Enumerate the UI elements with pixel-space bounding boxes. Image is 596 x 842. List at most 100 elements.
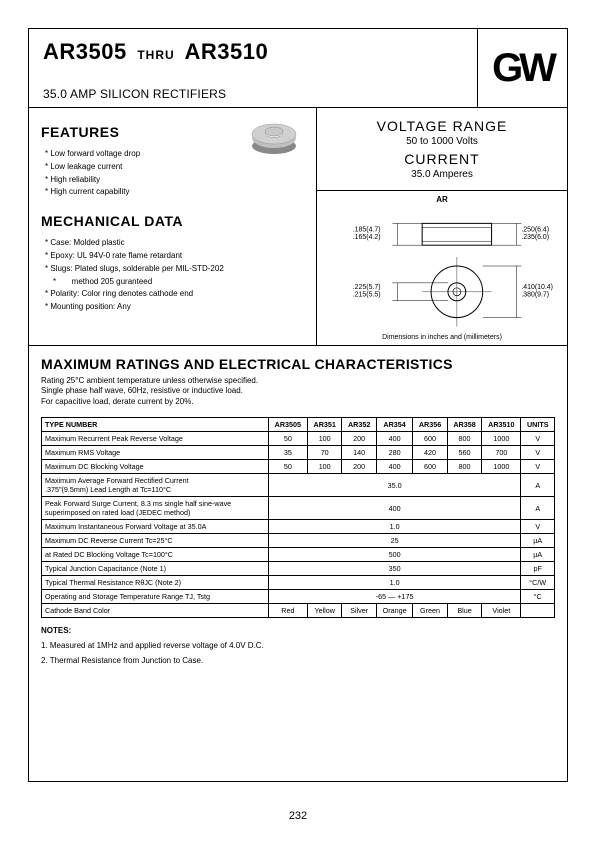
row-val: 35 xyxy=(268,446,307,460)
row-unit: V xyxy=(521,432,555,446)
note-item: 2. Thermal Resistance from Junction to C… xyxy=(41,656,555,665)
current-title: CURRENT xyxy=(325,151,559,167)
mech-item: Case: Molded plastic xyxy=(45,237,304,250)
row-val: 400 xyxy=(376,460,412,474)
logo-box: GW xyxy=(477,29,567,107)
ratings-note-2: Single phase half wave, 60Hz, resistive … xyxy=(41,386,243,395)
row-val: 400 xyxy=(376,432,412,446)
row-label: Maximum Recurrent Peak Reverse Voltage xyxy=(42,432,269,446)
row-unit: A xyxy=(521,497,555,520)
page-frame: AR3505 THRU AR3510 35.0 AMP SILICON RECT… xyxy=(28,28,568,782)
row-val: 350 xyxy=(268,562,521,576)
header-left: AR3505 THRU AR3510 35.0 AMP SILICON RECT… xyxy=(29,29,477,107)
row-val: 560 xyxy=(447,446,481,460)
notes-header: NOTES: xyxy=(41,626,71,635)
row-val: 600 xyxy=(413,432,447,446)
mechanical-diagram: AR .185(4.7) .165(4.2) .250(6.4) .235(6.… xyxy=(317,190,567,345)
page-title: AR3505 THRU AR3510 xyxy=(43,39,463,65)
note-item: 1. Measured at 1MHz and applied reverse … xyxy=(41,641,555,650)
ratings-section: MAXIMUM RATINGS AND ELECTRICAL CHARACTER… xyxy=(29,346,567,675)
row-val: 50 xyxy=(268,460,307,474)
ratings-note-3: For capacitive load, derate current by 2… xyxy=(41,397,194,406)
vr-title: VOLTAGE RANGE xyxy=(325,118,559,134)
feature-item: High reliability xyxy=(45,174,304,187)
row-label: Typical Junction Capacitance (Note 1) xyxy=(42,562,269,576)
mech-heading: MECHANICAL DATA xyxy=(41,213,304,229)
row-label: Maximum DC Blocking Voltage xyxy=(42,460,269,474)
row-val: Violet xyxy=(482,604,521,618)
logo-text: GW xyxy=(492,46,553,91)
row-label: Operating and Storage Temperature Range … xyxy=(42,590,269,604)
features-mech-panel: FEATURES Low forward voltage dropLow lea… xyxy=(29,108,317,345)
current-value: 35.0 Amperes xyxy=(325,169,559,180)
row-val: 70 xyxy=(307,446,341,460)
mech-item: Slugs: Plated slugs, solderable per MIL-… xyxy=(45,263,304,276)
row-val: -65 — +175 xyxy=(268,590,521,604)
row-label: Maximum DC Reverse Current Tc=25°C xyxy=(42,534,269,548)
row-val: Blue xyxy=(447,604,481,618)
row-val: 1.0 xyxy=(268,520,521,534)
row-unit: V xyxy=(521,520,555,534)
row-val: 35.0 xyxy=(268,474,521,497)
mech-list: Case: Molded plasticEpoxy: UL 94V-0 rate… xyxy=(45,237,304,314)
row-label: at Rated DC Blocking Voltage Tc=100°C xyxy=(42,548,269,562)
feature-item: Low leakage current xyxy=(45,161,304,174)
row-val: 700 xyxy=(482,446,521,460)
dimension-diagram: .185(4.7) .165(4.2) .250(6.4) .235(6.0) xyxy=(323,197,561,337)
dim-tl2: .165(4.2) xyxy=(353,234,381,241)
dim-bl1: .225(5.7) xyxy=(353,284,381,291)
dim-br1: .410(10.4) xyxy=(521,284,553,291)
row-val: Yellow xyxy=(307,604,341,618)
row-val: 600 xyxy=(413,460,447,474)
mech-item: Epoxy: UL 94V-0 rate flame retardant xyxy=(45,250,304,263)
row-val: 1000 xyxy=(482,432,521,446)
header: AR3505 THRU AR3510 35.0 AMP SILICON RECT… xyxy=(29,29,567,108)
row-unit: A xyxy=(521,474,555,497)
row-val: 420 xyxy=(413,446,447,460)
dim-br2: .380(9.7) xyxy=(521,292,549,299)
row-val: Green xyxy=(413,604,447,618)
row-val: 100 xyxy=(307,432,341,446)
row-label: Typical Thermal Resistance RθJC (Note 2) xyxy=(42,576,269,590)
vr-range: 50 to 1000 Volts xyxy=(325,136,559,147)
mech-item: Mounting position: Any xyxy=(45,301,304,314)
row-val: 25 xyxy=(268,534,521,548)
row-val: Silver xyxy=(342,604,376,618)
ratings-note-1: Rating 25°C ambient temperature unless o… xyxy=(41,376,258,385)
component-icon xyxy=(246,116,302,161)
mid-section: FEATURES Low forward voltage dropLow lea… xyxy=(29,108,567,346)
row-label: Maximum RMS Voltage xyxy=(42,446,269,460)
ar-label: AR xyxy=(436,195,448,204)
row-val: 1.0 xyxy=(268,576,521,590)
row-val: 800 xyxy=(447,432,481,446)
row-unit: V xyxy=(521,446,555,460)
row-unit xyxy=(521,604,555,618)
row-val: 140 xyxy=(342,446,376,460)
subtitle: 35.0 AMP SILICON RECTIFIERS xyxy=(43,87,463,101)
row-val: 100 xyxy=(307,460,341,474)
row-val: 200 xyxy=(342,432,376,446)
row-unit: pF xyxy=(521,562,555,576)
row-val: 280 xyxy=(376,446,412,460)
dim-bl2: .215(5.5) xyxy=(353,292,381,299)
notes-block: NOTES: 1. Measured at 1MHz and applied r… xyxy=(41,626,555,665)
row-val: 1000 xyxy=(482,460,521,474)
row-unit: µA xyxy=(521,548,555,562)
dim-tr1: .250(6.4) xyxy=(521,226,549,233)
mech-item: method 205 guranteed xyxy=(53,276,304,289)
page-number: 232 xyxy=(0,810,596,822)
title-mid: THRU xyxy=(137,48,174,62)
row-label: Peak Forward Surge Current, 8.3 ms singl… xyxy=(42,497,269,520)
title-pre: AR3505 xyxy=(43,39,127,64)
row-val: Red xyxy=(268,604,307,618)
dimension-note: Dimensions in inches and (millimeters) xyxy=(317,334,567,341)
ratings-title: MAXIMUM RATINGS AND ELECTRICAL CHARACTER… xyxy=(41,356,555,372)
voltage-range-box: VOLTAGE RANGE 50 to 1000 Volts CURRENT 3… xyxy=(317,108,567,190)
row-val: 500 xyxy=(268,548,521,562)
row-unit: °C xyxy=(521,590,555,604)
title-post: AR3510 xyxy=(184,39,268,64)
right-panel: VOLTAGE RANGE 50 to 1000 Volts CURRENT 3… xyxy=(317,108,567,345)
row-val: 200 xyxy=(342,460,376,474)
row-label: Maximum Average Forward Rectified Curren… xyxy=(42,474,269,497)
row-label: Maximum Instantaneous Forward Voltage at… xyxy=(42,520,269,534)
